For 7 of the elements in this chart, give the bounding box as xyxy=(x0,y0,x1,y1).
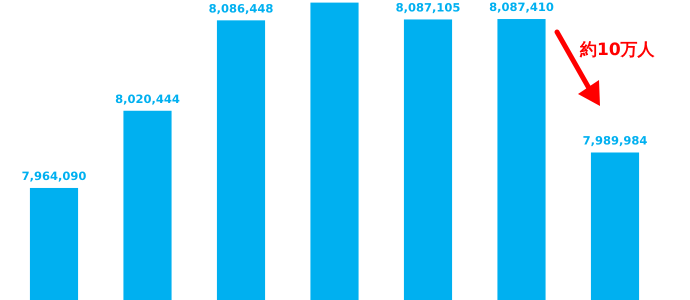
data-label: 8,086,448 xyxy=(208,1,274,16)
data-label: 7,964,090 xyxy=(22,168,86,183)
data-label: 8,087,105 xyxy=(396,0,460,14)
data-label: 8,087,410 xyxy=(489,0,554,14)
annotation: 約10万人 xyxy=(579,40,656,60)
data-label: 8,020,444 xyxy=(115,92,180,106)
data-label: 7,989,984 xyxy=(582,133,648,148)
